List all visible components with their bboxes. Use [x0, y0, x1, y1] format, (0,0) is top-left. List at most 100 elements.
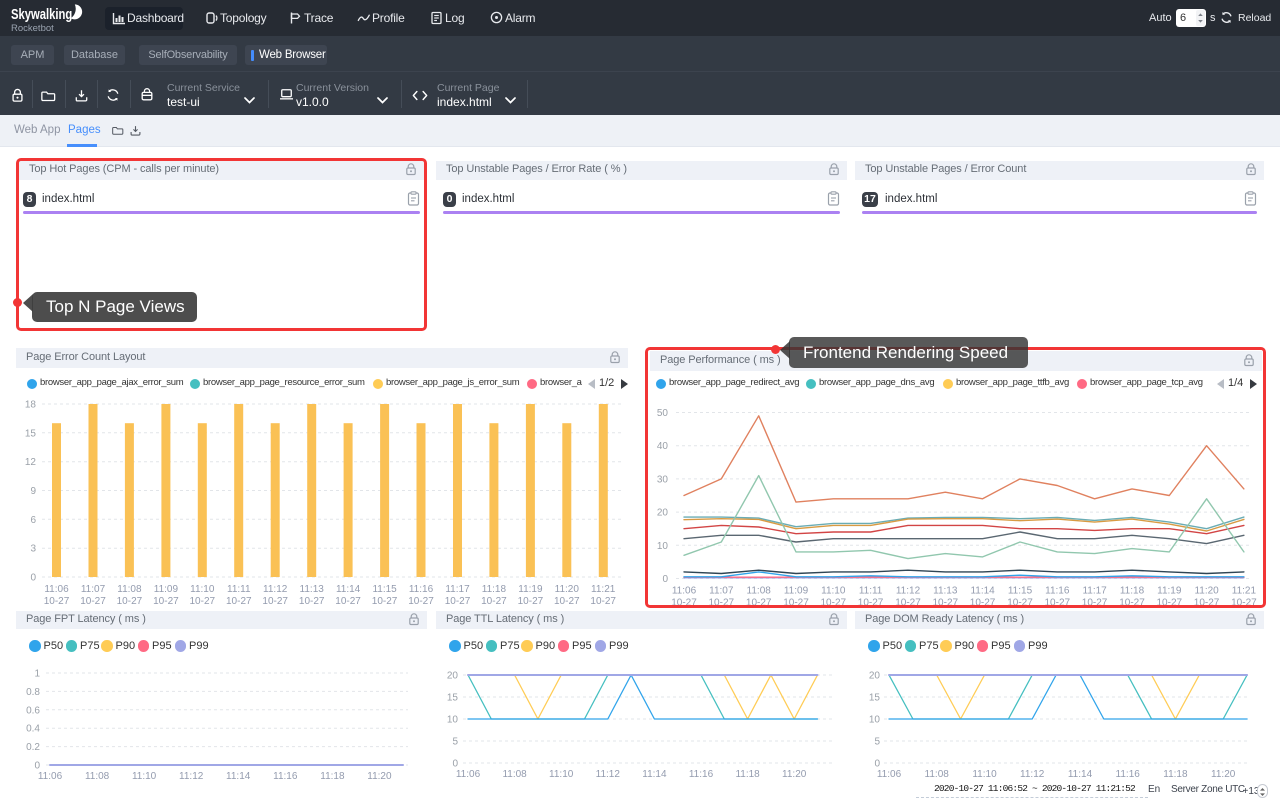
svg-text:11:12: 11:12: [1020, 769, 1045, 780]
svg-text:40: 40: [657, 441, 669, 452]
svg-text:11:16: 11:16: [1045, 586, 1070, 597]
svg-text:11:18: 11:18: [1163, 769, 1188, 780]
svg-text:11:10: 11:10: [972, 769, 997, 780]
svg-text:10-27: 10-27: [1045, 598, 1071, 609]
svg-text:11:14: 11:14: [336, 584, 361, 595]
svg-text:11:15: 11:15: [1008, 586, 1033, 597]
svg-text:10: 10: [657, 541, 669, 552]
svg-text:10-27: 10-27: [746, 598, 772, 609]
svg-text:11:11: 11:11: [859, 586, 883, 597]
svg-text:11:17: 11:17: [1082, 586, 1107, 597]
svg-text:0: 0: [662, 574, 668, 585]
svg-text:10-27: 10-27: [80, 596, 106, 607]
svg-text:11:21: 11:21: [591, 584, 616, 595]
svg-text:20: 20: [869, 671, 881, 682]
svg-text:10-27: 10-27: [226, 596, 252, 607]
svg-text:11:12: 11:12: [896, 586, 921, 597]
svg-text:11:07: 11:07: [709, 586, 734, 597]
svg-text:11:14: 11:14: [970, 586, 995, 597]
svg-text:5: 5: [452, 737, 458, 748]
svg-text:6: 6: [30, 515, 36, 526]
svg-text:11:06: 11:06: [44, 584, 69, 595]
svg-text:11:08: 11:08: [502, 769, 527, 780]
svg-text:10-27: 10-27: [970, 598, 996, 609]
svg-text:11:10: 11:10: [821, 586, 846, 597]
svg-text:12: 12: [25, 457, 37, 468]
svg-text:11:20: 11:20: [367, 771, 392, 782]
svg-text:10-27: 10-27: [1157, 598, 1183, 609]
svg-text:10-27: 10-27: [895, 598, 921, 609]
svg-text:10-27: 10-27: [518, 596, 544, 607]
svg-text:11:20: 11:20: [555, 584, 580, 595]
svg-text:11:06: 11:06: [877, 769, 902, 780]
svg-text:15: 15: [869, 693, 881, 704]
svg-text:11:15: 11:15: [372, 584, 397, 595]
svg-text:10-27: 10-27: [783, 598, 809, 609]
svg-text:20: 20: [657, 508, 669, 519]
svg-text:11:09: 11:09: [154, 584, 179, 595]
svg-text:3: 3: [30, 544, 36, 555]
svg-text:10-27: 10-27: [1119, 598, 1145, 609]
svg-text:11:16: 11:16: [689, 769, 714, 780]
svg-text:10-27: 10-27: [671, 598, 697, 609]
svg-text:11:18: 11:18: [482, 584, 507, 595]
svg-text:11:11: 11:11: [227, 584, 251, 595]
svg-text:11:18: 11:18: [735, 769, 760, 780]
svg-text:5: 5: [874, 737, 880, 748]
svg-text:10-27: 10-27: [554, 596, 580, 607]
svg-text:15: 15: [447, 693, 459, 704]
svg-text:11:08: 11:08: [85, 771, 110, 782]
svg-text:10-27: 10-27: [1231, 598, 1257, 609]
svg-text:10-27: 10-27: [44, 596, 70, 607]
svg-text:11:10: 11:10: [190, 584, 215, 595]
svg-text:0: 0: [874, 759, 880, 770]
svg-text:11:10: 11:10: [549, 769, 574, 780]
svg-text:11:19: 11:19: [518, 584, 543, 595]
svg-text:11:14: 11:14: [1068, 769, 1093, 780]
svg-text:10-27: 10-27: [1007, 598, 1033, 609]
svg-text:11:21: 11:21: [1232, 586, 1257, 597]
svg-text:11:10: 11:10: [132, 771, 157, 782]
svg-text:10-27: 10-27: [335, 596, 361, 607]
svg-text:10-27: 10-27: [821, 598, 847, 609]
svg-text:9: 9: [30, 486, 36, 497]
svg-text:10: 10: [447, 715, 459, 726]
svg-text:10-27: 10-27: [408, 596, 434, 607]
svg-text:11:20: 11:20: [782, 769, 807, 780]
svg-text:11:06: 11:06: [672, 586, 697, 597]
svg-text:11:14: 11:14: [642, 769, 667, 780]
svg-text:10-27: 10-27: [117, 596, 143, 607]
svg-text:11:20: 11:20: [1194, 586, 1219, 597]
svg-text:10-27: 10-27: [372, 596, 398, 607]
svg-text:18: 18: [25, 400, 37, 411]
svg-text:10-27: 10-27: [590, 596, 616, 607]
svg-text:11:08: 11:08: [747, 586, 772, 597]
svg-text:10: 10: [869, 715, 881, 726]
svg-text:0: 0: [452, 759, 458, 770]
svg-text:11:20: 11:20: [1211, 769, 1236, 780]
svg-text:11:08: 11:08: [117, 584, 142, 595]
svg-text:11:07: 11:07: [81, 584, 106, 595]
svg-text:10-27: 10-27: [190, 596, 216, 607]
svg-text:11:12: 11:12: [263, 584, 288, 595]
svg-text:11:06: 11:06: [456, 769, 481, 780]
svg-text:0.6: 0.6: [26, 705, 40, 716]
svg-text:10-27: 10-27: [1082, 598, 1108, 609]
svg-text:0: 0: [30, 573, 36, 584]
svg-text:11:13: 11:13: [933, 586, 958, 597]
svg-text:10-27: 10-27: [709, 598, 735, 609]
svg-text:11:18: 11:18: [320, 771, 345, 782]
svg-text:0: 0: [34, 761, 40, 772]
svg-text:10-27: 10-27: [299, 596, 325, 607]
svg-text:11:18: 11:18: [1120, 586, 1145, 597]
svg-text:11:17: 11:17: [445, 584, 470, 595]
svg-text:10-27: 10-27: [933, 598, 959, 609]
svg-text:11:14: 11:14: [226, 771, 251, 782]
svg-text:11:16: 11:16: [409, 584, 434, 595]
svg-text:10-27: 10-27: [858, 598, 884, 609]
svg-text:0.2: 0.2: [26, 742, 40, 753]
svg-text:11:12: 11:12: [179, 771, 204, 782]
svg-text:10-27: 10-27: [481, 596, 507, 607]
svg-text:11:16: 11:16: [1116, 769, 1141, 780]
svg-text:10-27: 10-27: [153, 596, 179, 607]
